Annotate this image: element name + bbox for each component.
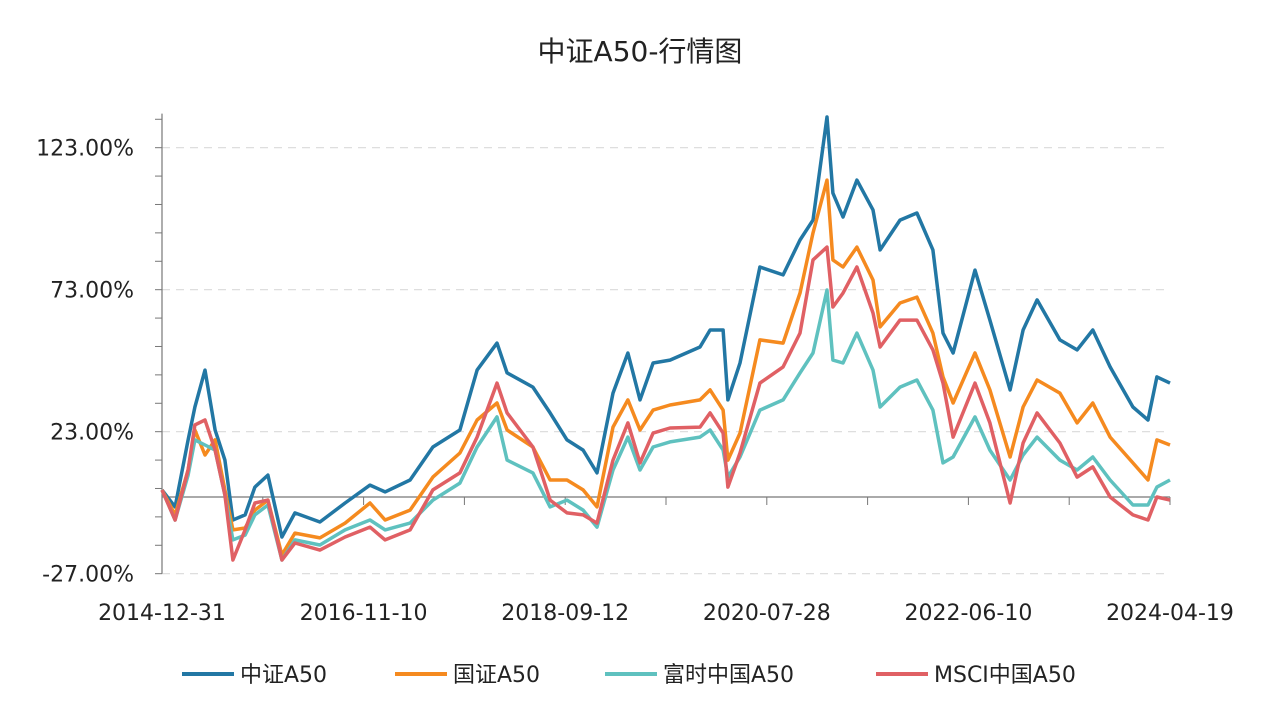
legend-item[interactable]: 中证A50 [182,663,327,688]
legend-item[interactable]: MSCI中国A50 [876,663,1076,688]
series-line [160,245,1171,562]
y-tick-label: 123.00% [36,137,134,162]
legend-item[interactable]: 富时中国A50 [605,663,794,688]
x-tick-label: 2016-11-10 [300,601,428,626]
gridlines [162,147,1170,575]
axes [155,113,1171,575]
legend: 中证A50 国证A50 富时中国A50 MSCI中国A50 [182,663,1076,688]
series-line [160,115,1171,539]
legend-label: 中证A50 [240,663,327,688]
legend-label: 富时中国A50 [663,663,794,688]
x-tick-label: 2020-07-28 [703,601,831,626]
legend-label: 国证A50 [453,663,540,688]
x-tick-label: 2024-04-19 [1106,601,1234,626]
x-axis-labels: 2014-12-31 2016-11-10 2018-09-12 2020-07… [98,601,1234,626]
x-tick-label: 2014-12-31 [98,601,226,626]
y-tick-label: -27.00% [42,563,134,588]
y-axis-labels: 123.00% 73.00% 23.00% -27.00% [36,137,134,588]
y-tick-label: 73.00% [50,279,134,304]
x-tick-label: 2022-06-10 [904,601,1032,626]
legend-item[interactable]: 国证A50 [395,663,540,688]
y-tick-label: 23.00% [50,421,134,446]
x-tick-label: 2018-09-12 [501,601,629,626]
chart-title: 中证A50-行情图 [538,35,743,68]
series-lines [160,115,1171,562]
legend-label: MSCI中国A50 [934,663,1076,688]
